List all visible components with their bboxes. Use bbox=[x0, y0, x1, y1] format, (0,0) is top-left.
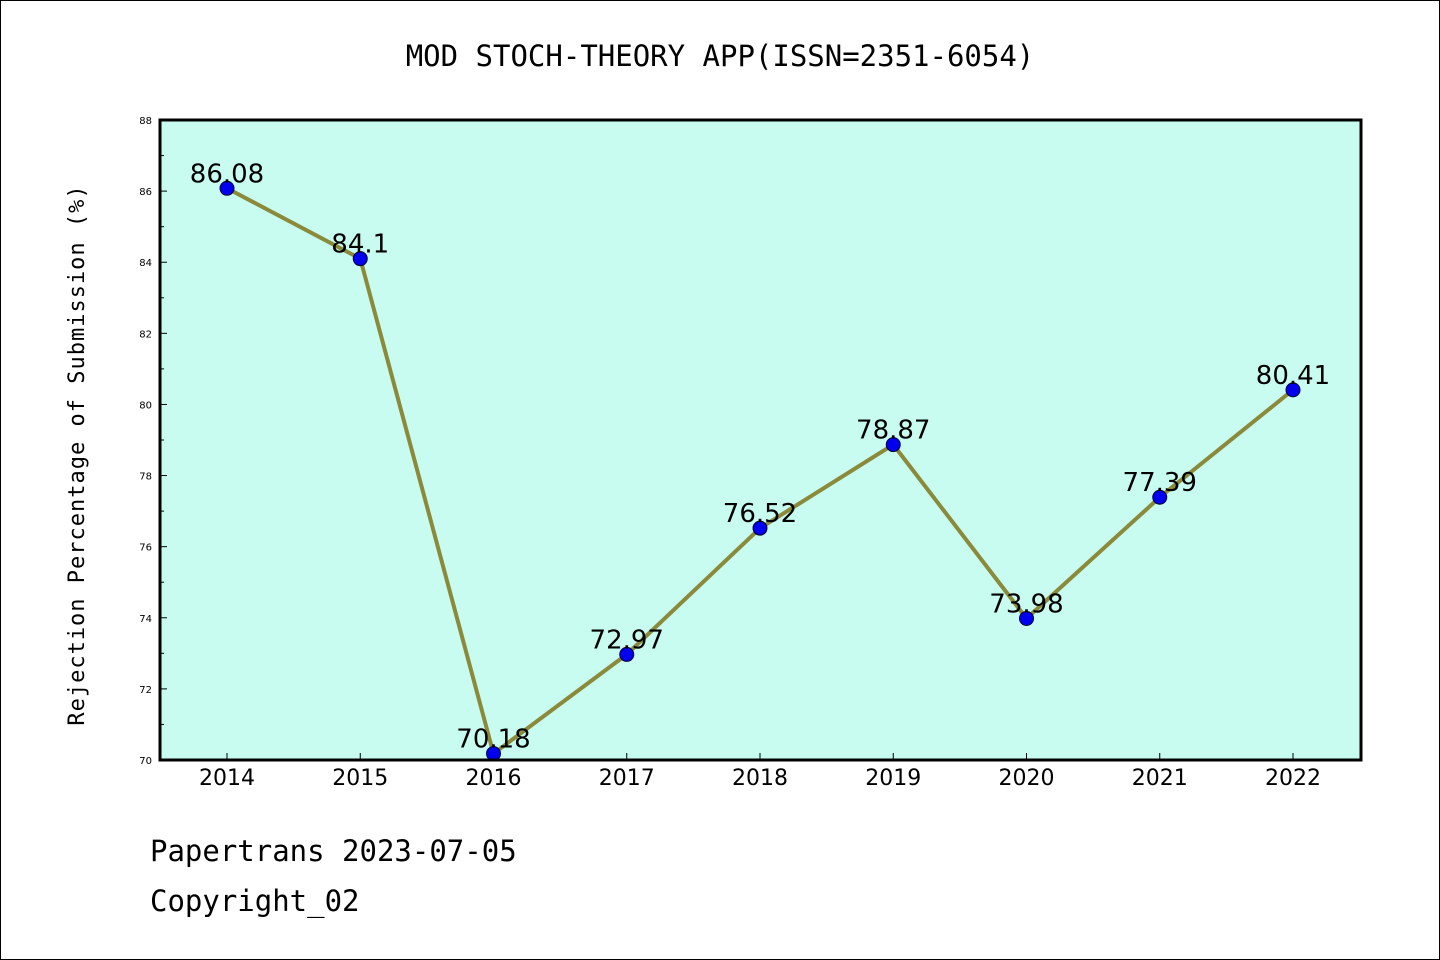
data-label: 78.87 bbox=[856, 416, 930, 446]
x-tick-label: 2018 bbox=[732, 766, 788, 791]
data-point bbox=[1285, 382, 1301, 398]
data-label: 80.41 bbox=[1256, 361, 1330, 391]
footer-date: Papertrans 2023-07-05 bbox=[150, 834, 517, 868]
plot-border bbox=[158, 118, 1363, 762]
x-tick-label: 2019 bbox=[865, 766, 921, 791]
data-labels: 86.08 84.1 70.18 72.97 76.52 78.87 73.98 77.39 8… bbox=[190, 159, 1330, 754]
data-point bbox=[752, 520, 768, 536]
footer-copyright: Copyright_02 bbox=[150, 884, 360, 918]
data-label: 77.39 bbox=[1123, 468, 1197, 498]
data-point bbox=[885, 437, 901, 453]
y-tick-label: 86 bbox=[139, 187, 152, 198]
x-tick-label: 2014 bbox=[199, 766, 255, 791]
data-label: 84.1 bbox=[331, 230, 389, 260]
y-tick-label: 74 bbox=[139, 614, 152, 625]
x-tick-label: 2020 bbox=[999, 766, 1055, 791]
data-label: 76.52 bbox=[723, 499, 797, 529]
chart-title: MOD STOCH-THEORY APP(ISSN=2351-6054) bbox=[406, 39, 1035, 73]
y-tick-label: 76 bbox=[139, 543, 152, 554]
y-axis-label: Rejection Percentage of Submission (%) bbox=[65, 184, 90, 725]
x-tick-label: 2021 bbox=[1132, 766, 1188, 791]
data-point bbox=[1019, 610, 1034, 626]
data-point bbox=[619, 646, 635, 662]
y-tick-label: 72 bbox=[139, 685, 152, 696]
x-tick-label: 2016 bbox=[466, 766, 522, 791]
data-label: 70.18 bbox=[456, 725, 530, 755]
plot-area bbox=[160, 120, 1361, 760]
y-tick-label: 88 bbox=[139, 116, 152, 127]
y-tick-label: 82 bbox=[139, 329, 152, 340]
x-tick-label: 2022 bbox=[1265, 766, 1321, 791]
data-label: 72.97 bbox=[590, 625, 664, 655]
x-tick-label: 2017 bbox=[599, 766, 655, 791]
data-label: 86.08 bbox=[190, 159, 264, 189]
y-tick-label: 80 bbox=[139, 400, 152, 411]
data-points bbox=[219, 180, 1301, 762]
y-tick-label: 84 bbox=[139, 258, 152, 269]
x-tick-label: 2015 bbox=[332, 766, 388, 791]
x-axis: 2014 2015 2016 2017 2018 2019 2020 2021 2022 bbox=[199, 753, 1321, 791]
y-tick-label: 70 bbox=[139, 756, 152, 767]
y-tick-label: 78 bbox=[139, 472, 152, 483]
data-point bbox=[352, 251, 368, 267]
data-point bbox=[219, 180, 235, 196]
data-label: 73.98 bbox=[989, 589, 1063, 619]
data-point bbox=[1152, 489, 1168, 505]
